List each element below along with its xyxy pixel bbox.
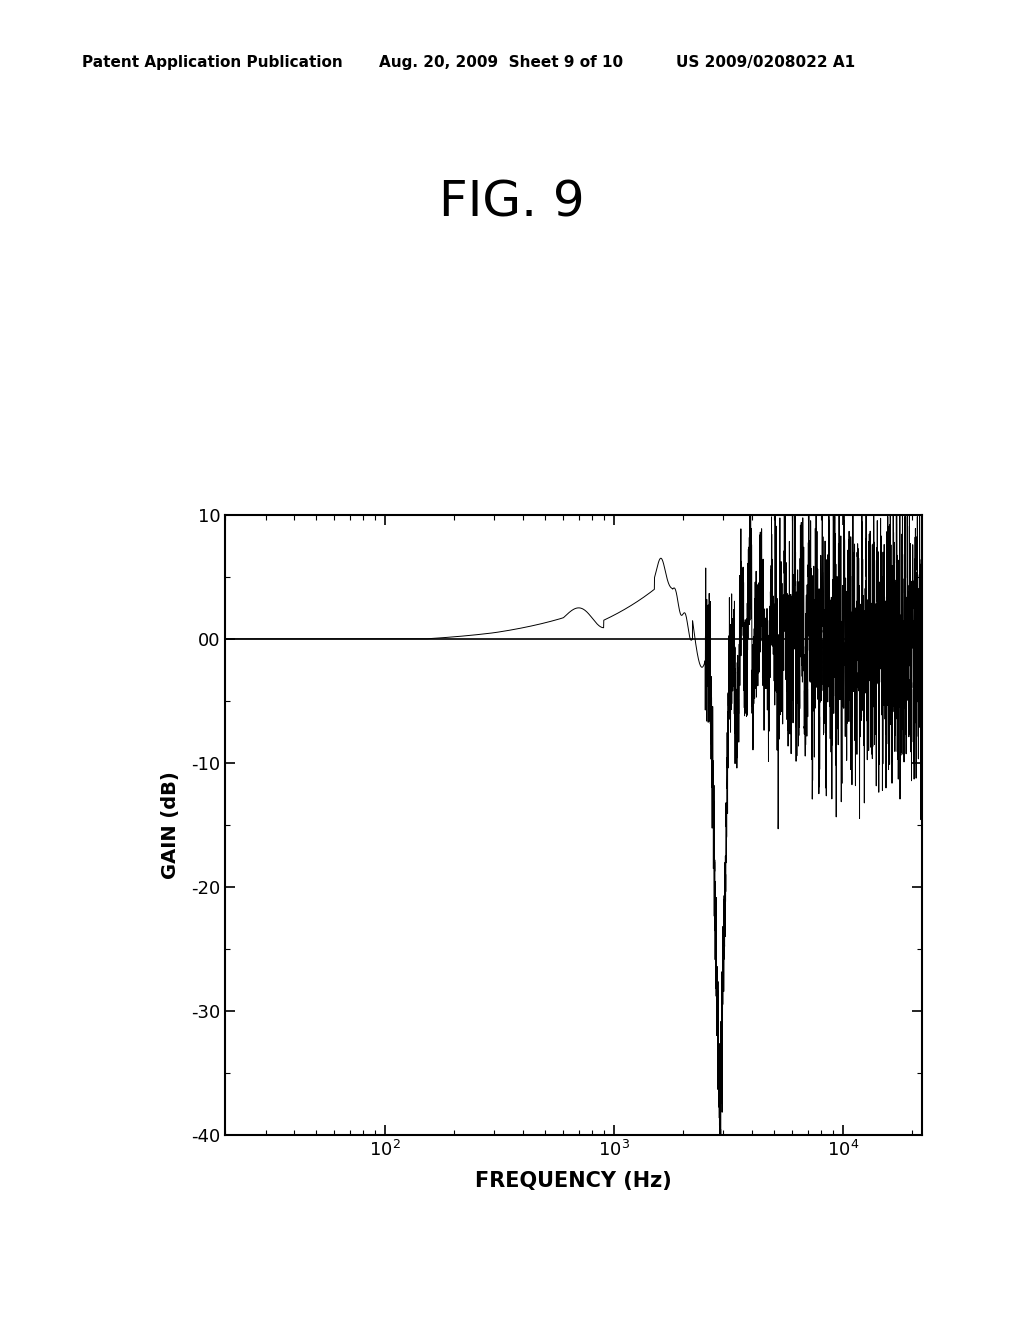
Text: Patent Application Publication: Patent Application Publication [82, 55, 343, 70]
Text: FIG. 9: FIG. 9 [439, 178, 585, 226]
Y-axis label: GAIN (dB): GAIN (dB) [161, 771, 180, 879]
X-axis label: FREQUENCY (Hz): FREQUENCY (Hz) [475, 1171, 672, 1191]
Text: Aug. 20, 2009  Sheet 9 of 10: Aug. 20, 2009 Sheet 9 of 10 [379, 55, 623, 70]
Text: US 2009/0208022 A1: US 2009/0208022 A1 [676, 55, 855, 70]
